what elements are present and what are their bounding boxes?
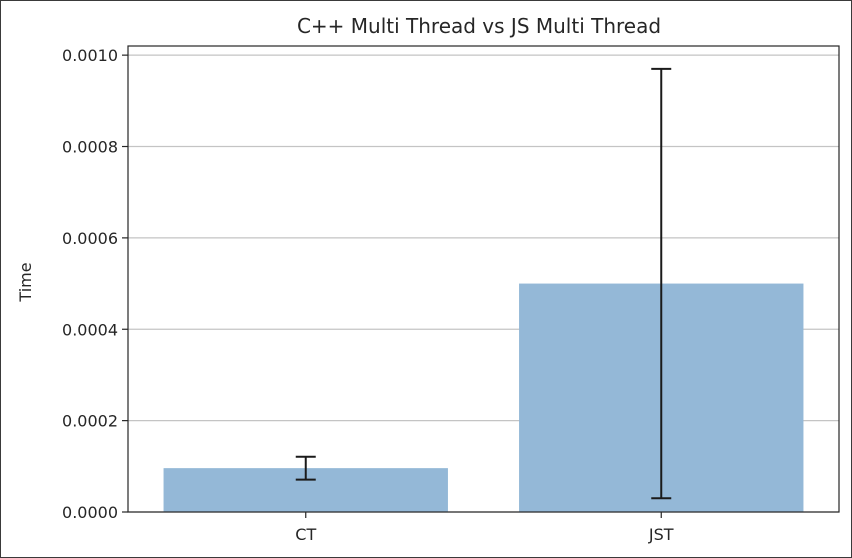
bars [163, 283, 804, 512]
x-tick-label: CT [295, 525, 316, 544]
error-bars [295, 67, 672, 500]
y-axis-label: Time [16, 262, 35, 302]
y-tick-label: 0.0010 [62, 46, 118, 65]
x-ticks: CT JST [295, 512, 674, 544]
y-tick-label: 0.0004 [62, 320, 118, 339]
y-tick-label: 0.0006 [62, 229, 118, 248]
plot-area-border [127, 45, 840, 513]
y-tick-label: 0.0000 [62, 503, 118, 522]
y-ticks: 0.0000 0.0002 0.0004 0.0006 0.0008 0.0010 [62, 46, 128, 522]
chart-title: C++ Multi Thread vs JS Multi Thread [297, 14, 661, 38]
x-tick-label: JST [648, 525, 674, 544]
y-tick-label: 0.0008 [62, 138, 118, 157]
y-tick-label: 0.0002 [62, 412, 118, 431]
